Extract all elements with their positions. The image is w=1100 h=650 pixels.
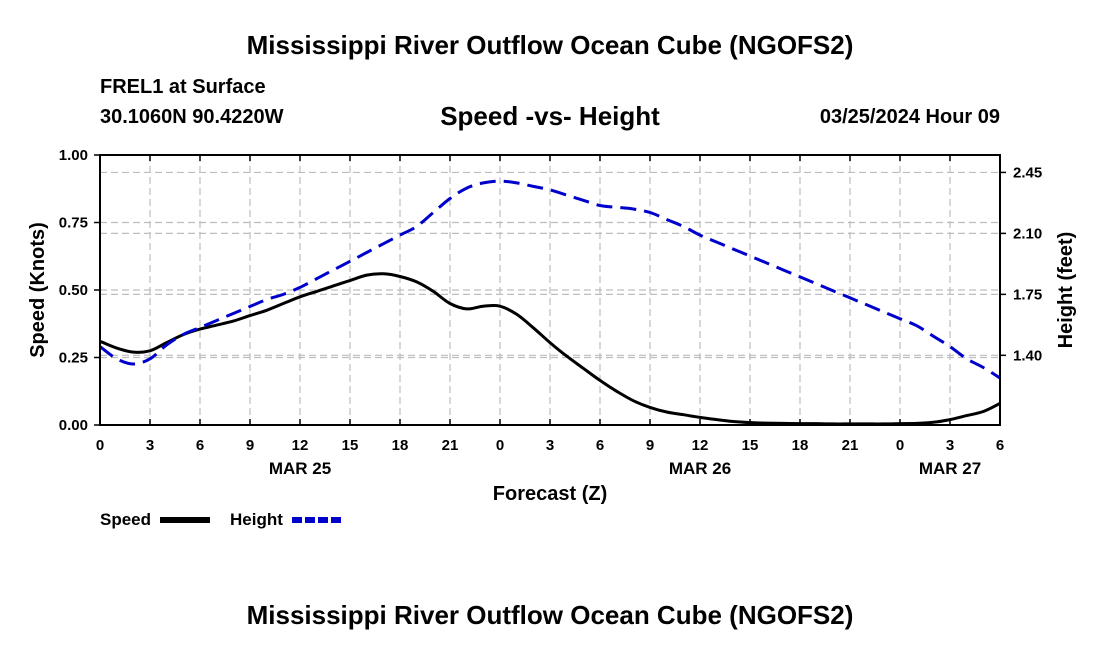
- x-tick-label: 18: [792, 437, 809, 454]
- x-tick-label: 3: [146, 437, 154, 454]
- date-label: MAR 27: [919, 459, 981, 478]
- x-tick-label: 6: [596, 437, 604, 454]
- legend: Speed Height: [100, 510, 342, 529]
- x-tick-label: 6: [996, 437, 1004, 454]
- footer-title: Mississippi River Outflow Ocean Cube (NG…: [246, 600, 854, 630]
- y-tick-label: 1.00: [59, 147, 88, 164]
- x-axis-label: Forecast (Z): [493, 483, 607, 505]
- x-tick-label: 12: [692, 437, 709, 454]
- y-tick-label: 0.75: [59, 215, 88, 232]
- forecast-datetime: 03/25/2024 Hour 09: [819, 106, 1000, 128]
- station-coordinates: 30.1060N 90.4220W: [100, 106, 284, 128]
- x-tick-label: 9: [246, 437, 254, 454]
- grid-layer: [100, 154, 1000, 425]
- x-tick-label: 21: [842, 437, 859, 454]
- legend-label-speed: Speed: [100, 510, 151, 529]
- x-tick-label: 18: [392, 437, 409, 454]
- y-tick-label: 0.25: [59, 350, 88, 367]
- series-line-height: [99, 179, 1001, 380]
- x-tick-label: 12: [292, 437, 309, 454]
- station-label: FREL1 at Surface: [100, 76, 266, 98]
- y-tick-label: 0.50: [59, 282, 88, 299]
- y-tick-label: 0.00: [59, 417, 88, 434]
- y2-tick-label: 1.40: [1013, 347, 1042, 364]
- x-tick-label: 21: [442, 437, 459, 454]
- y2-tick-label: 2.45: [1013, 164, 1042, 181]
- date-label: MAR 26: [669, 459, 731, 478]
- x-tick-label: 15: [342, 437, 359, 454]
- x-tick-label: 0: [496, 437, 504, 454]
- y2-tick-label: 1.75: [1013, 286, 1042, 303]
- x-tick-label: 0: [896, 437, 904, 454]
- x-tick-label: 3: [946, 437, 954, 454]
- x-tick-label: 6: [196, 437, 204, 454]
- chart-title: Speed -vs- Height: [440, 101, 660, 131]
- page-title: Mississippi River Outflow Ocean Cube (NG…: [246, 30, 854, 60]
- y2-axis-label: Height (feet): [1055, 232, 1077, 349]
- axis-layer: 0 3 6 9 12 15 18 21 0 3 6 9 12 15 18 21 0 3 6 MAR 25 MAR 26 M…: [27, 147, 1077, 505]
- x-tick-label: 0: [96, 437, 104, 454]
- y-axis-label: Speed (Knots): [27, 222, 49, 358]
- x-tick-label: 15: [742, 437, 759, 454]
- x-tick-label: 3: [546, 437, 554, 454]
- y2-tick-label: 2.10: [1013, 225, 1042, 242]
- legend-label-height: Height: [230, 510, 283, 529]
- date-label: MAR 25: [269, 459, 331, 478]
- x-tick-label: 9: [646, 437, 654, 454]
